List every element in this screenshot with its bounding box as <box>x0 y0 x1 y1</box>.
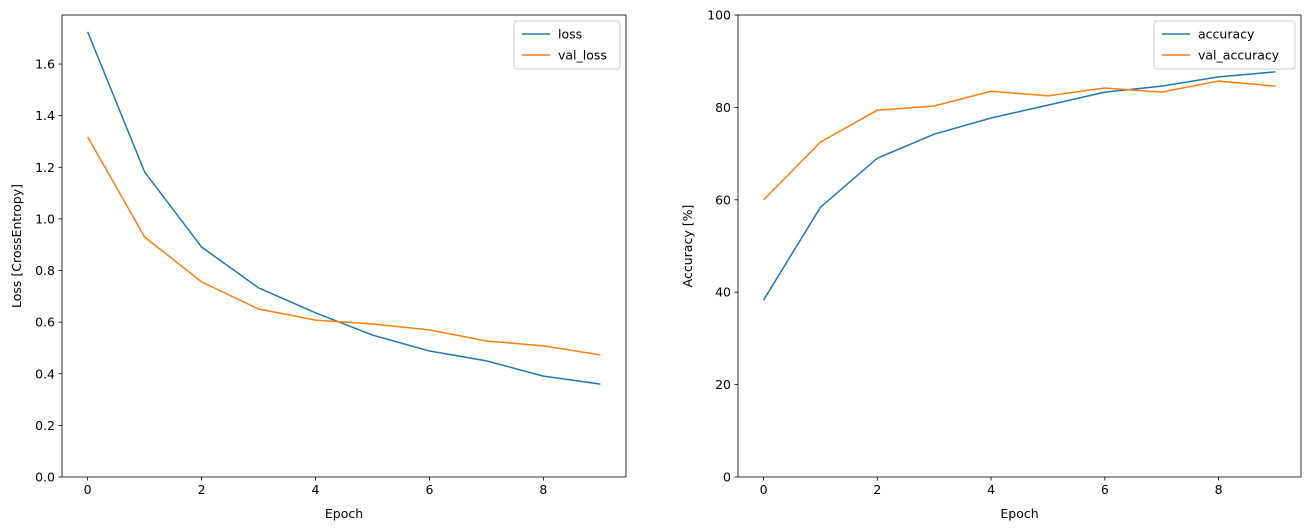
axes-frame <box>61 14 627 478</box>
y-tick-label: 1.6 <box>35 57 55 72</box>
series-line-val-loss <box>86 136 601 356</box>
y-tick-label: 0.6 <box>35 315 55 330</box>
legend-label: val_loss <box>558 48 607 63</box>
x-tick-label: 4 <box>987 482 995 497</box>
y-axis-label: Accuracy [%] <box>680 205 695 288</box>
legend-label: loss <box>558 27 582 42</box>
legend: accuracy val_accuracy <box>1153 20 1296 70</box>
legend: loss val_loss <box>513 20 621 70</box>
y-tick-label: 1.4 <box>35 108 55 123</box>
series-line-val-accuracy <box>763 80 1276 201</box>
y-tick-label: 0 <box>723 470 731 485</box>
legend-label: val_accuracy <box>1198 48 1280 63</box>
x-tick-label: 2 <box>198 482 206 497</box>
y-tick-label: 0.4 <box>35 366 55 381</box>
y-tick-label: 0.8 <box>35 263 55 278</box>
x-tick-label: 8 <box>539 482 547 497</box>
series-line-accuracy <box>762 71 1276 301</box>
x-tick-label: 2 <box>873 482 881 497</box>
y-axis-label: Loss [CrossEntropy] <box>9 184 24 308</box>
y-tick-label: 40 <box>715 285 731 300</box>
legend-box <box>1153 20 1296 70</box>
y-tick-label: 0.2 <box>35 418 55 433</box>
y-tick-label: 0.0 <box>35 470 55 485</box>
x-axis-label: Epoch <box>325 506 363 521</box>
x-tick-label: 0 <box>84 482 92 497</box>
legend-box <box>513 20 621 70</box>
x-tick-label: 6 <box>1101 482 1109 497</box>
axes-frame <box>737 14 1302 478</box>
y-tick-label: 1.0 <box>35 211 55 226</box>
legend-label: accuracy <box>1198 27 1255 42</box>
y-tick-label: 60 <box>715 192 731 207</box>
chart-1: 0 2 4 6 8 0.0 0.2 0.4 0.6 0.8 1.0 1.2 1.4 1.6 Epoch Los… <box>9 14 627 521</box>
y-tick-label: 80 <box>715 100 731 115</box>
y-tick-label: 20 <box>715 377 731 392</box>
series-line-loss <box>86 31 601 385</box>
x-axis-label: Epoch <box>1000 506 1038 521</box>
y-tick-label: 1.2 <box>35 160 55 175</box>
x-tick-label: 8 <box>1215 482 1223 497</box>
y-tick-label: 100 <box>707 8 731 23</box>
x-tick-label: 6 <box>425 482 433 497</box>
x-tick-label: 4 <box>312 482 320 497</box>
x-tick-label: 0 <box>760 482 768 497</box>
